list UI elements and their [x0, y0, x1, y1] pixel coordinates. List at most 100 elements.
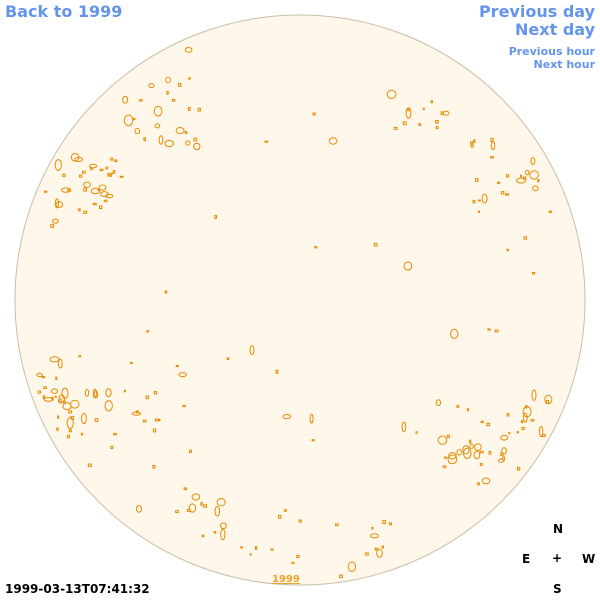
contour-speck — [36, 372, 43, 377]
contour-speck — [532, 185, 539, 192]
contour-speck — [523, 236, 528, 240]
contour-speck — [478, 210, 480, 213]
contour-speck — [249, 553, 252, 556]
contour-speck — [481, 193, 488, 204]
contour-speck — [437, 435, 448, 445]
contour-speck — [131, 411, 142, 416]
contour-speck — [83, 181, 91, 188]
contour-speck — [469, 443, 474, 449]
contour-speck — [371, 526, 374, 530]
contour-speck — [54, 395, 57, 398]
previous-hour-link[interactable]: Previous hour — [508, 45, 595, 58]
contour-speck — [89, 163, 98, 169]
contour-speck — [50, 224, 55, 228]
contour-speck — [105, 388, 112, 398]
contour-speck — [57, 358, 63, 369]
compass-center-icon: + — [552, 551, 563, 565]
contour-speck — [487, 328, 491, 331]
contour-speck — [520, 174, 523, 178]
contour-speck — [548, 210, 553, 213]
contour-speck — [406, 108, 410, 112]
contour-speck — [187, 107, 191, 111]
contour-speck — [480, 420, 484, 424]
next-hour-link[interactable]: Next hour — [533, 58, 596, 71]
contour-speck — [478, 199, 481, 202]
contour-speck — [479, 450, 484, 454]
contour-speck — [87, 463, 92, 467]
contour-speck — [418, 123, 422, 126]
contour-speck — [401, 421, 407, 433]
compass-north: N — [553, 522, 564, 536]
contour-speck — [538, 426, 544, 437]
contour-speck — [470, 141, 474, 145]
contour-speck — [191, 493, 201, 501]
contour-speck — [544, 394, 553, 405]
contour-speck — [43, 386, 47, 389]
contour-speck — [403, 261, 413, 271]
back-to-year-link[interactable]: Back to 1999 — [5, 2, 123, 21]
contour-speck — [270, 548, 274, 551]
contour-speck — [430, 100, 434, 104]
contour-speck — [240, 546, 243, 549]
contour-speck — [119, 175, 124, 178]
contour-speck — [386, 89, 397, 100]
contour-speck — [523, 412, 528, 423]
contour-speck — [80, 432, 84, 436]
contour-speck — [42, 395, 45, 399]
contour-speck — [382, 520, 386, 524]
observation-timestamp: 1999-03-13T07:41:32 — [5, 582, 150, 596]
previous-day-link[interactable]: Previous day — [478, 2, 595, 21]
contour-speck — [220, 528, 226, 541]
contour-speck — [381, 545, 384, 549]
contour-speck — [473, 139, 476, 143]
contour-speck — [57, 415, 60, 419]
year-link[interactable]: 1999 — [272, 574, 300, 585]
contour-speck — [130, 361, 133, 364]
contour-speck — [220, 522, 227, 530]
contour-speck — [500, 191, 505, 195]
contour-speck — [197, 107, 201, 112]
contour-speck — [490, 137, 494, 142]
contour-speck — [158, 418, 161, 421]
contour-speck — [58, 398, 63, 404]
contour-speck — [490, 156, 494, 159]
contour-speck — [214, 215, 217, 219]
contour-speck — [282, 414, 292, 420]
contour-speck — [138, 99, 143, 102]
contour-speck — [275, 369, 279, 374]
contour-speck — [81, 412, 87, 425]
contour-speck — [123, 114, 134, 127]
contour-speck — [456, 405, 460, 408]
contour-speck — [468, 439, 472, 444]
contour-speck — [201, 534, 205, 538]
contour-speck — [178, 82, 182, 87]
contour-speck — [213, 531, 217, 534]
contour-speck — [516, 177, 526, 184]
contour-speck — [37, 390, 41, 394]
contour-speck — [447, 454, 458, 465]
contour-speck — [488, 451, 492, 455]
contour-speck — [537, 179, 540, 183]
contour-speck — [443, 456, 448, 459]
contour-speck — [448, 452, 457, 460]
contour-speck — [122, 95, 129, 104]
contour-speck — [92, 203, 97, 206]
contour-speck — [70, 153, 80, 162]
contour-speck — [54, 198, 60, 209]
contour-speck — [522, 176, 527, 180]
next-day-link[interactable]: Next day — [515, 20, 595, 39]
contour-speck — [105, 193, 114, 199]
contour-speck — [182, 404, 186, 408]
contour-speck — [470, 144, 474, 148]
contour-speck — [531, 389, 537, 401]
contour-speck — [98, 184, 107, 191]
contour-speck — [183, 487, 188, 491]
contour-speck — [494, 329, 499, 333]
contour-speck — [422, 107, 425, 111]
contour-speck — [184, 130, 188, 134]
contour-speck — [146, 330, 149, 333]
contour-speck — [442, 465, 447, 469]
compass-west: W — [582, 552, 596, 566]
contour-speck — [90, 187, 101, 195]
contour-speck — [475, 178, 479, 182]
